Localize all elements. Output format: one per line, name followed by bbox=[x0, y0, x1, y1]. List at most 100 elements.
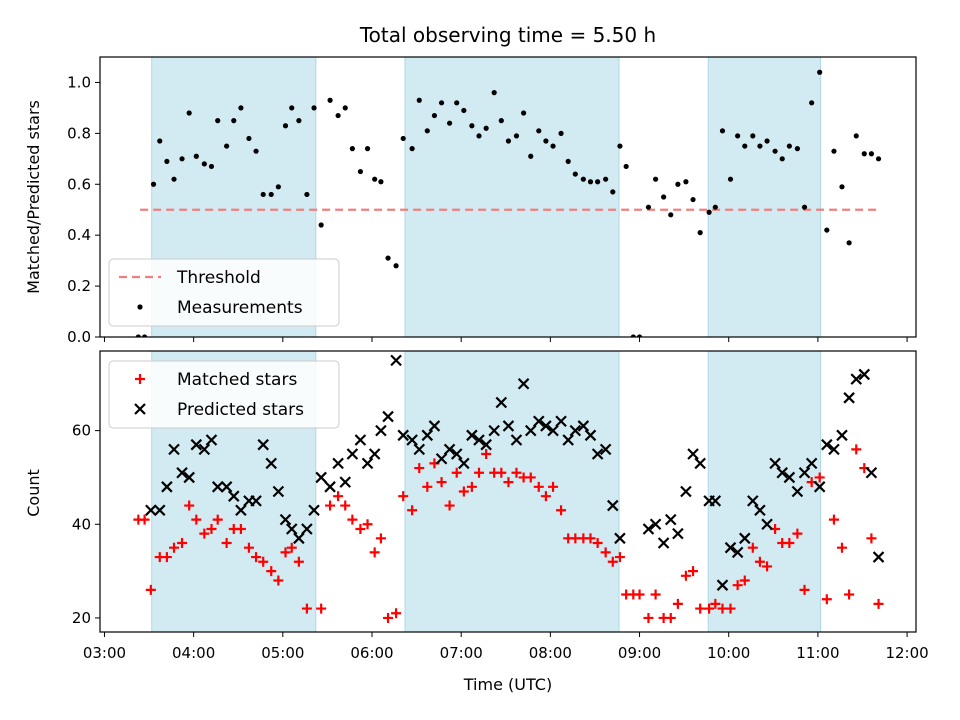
y-tick-label: 0.4 bbox=[67, 226, 91, 244]
y-tick-label: 0.2 bbox=[67, 277, 91, 295]
panel-ratio: 0.0 0.2 0.4 0.6 0.8 1.0 Threshold Measurements bbox=[67, 56, 917, 346]
observing-interval bbox=[404, 350, 620, 633]
measurement-point bbox=[424, 128, 430, 134]
matched-star-point bbox=[672, 598, 683, 609]
predicted-star-point bbox=[235, 504, 247, 517]
predicted-star-point bbox=[672, 527, 684, 540]
matched-star-point bbox=[704, 603, 715, 614]
matched-star-point bbox=[383, 612, 394, 623]
observing-interval bbox=[707, 350, 822, 633]
measurement-point bbox=[824, 227, 830, 233]
matched-star-point bbox=[266, 566, 277, 577]
predicted-star-point bbox=[584, 429, 597, 442]
matched-star-point bbox=[474, 467, 485, 478]
measurement-point bbox=[201, 161, 207, 167]
matched-star-point bbox=[503, 477, 514, 488]
panel-count: 20 40 60 03:00 04:00 05:00 06:00 07:00 08:00 09:0… bbox=[72, 350, 929, 662]
axes-frame bbox=[99, 350, 917, 633]
matched-star-point bbox=[301, 603, 312, 614]
measurement-point bbox=[438, 100, 445, 106]
predicted-star-point bbox=[413, 443, 426, 456]
measurement-point bbox=[491, 90, 497, 96]
measurement-point bbox=[735, 133, 741, 139]
matched-star-point bbox=[355, 523, 366, 534]
predicted-star-point bbox=[466, 429, 478, 442]
measurement-point bbox=[587, 179, 594, 185]
matched-star-point bbox=[600, 547, 611, 558]
predicted-star-point bbox=[390, 354, 402, 367]
matched-star-point bbox=[362, 519, 373, 530]
predicted-star-point bbox=[761, 518, 773, 531]
matched-star-point bbox=[221, 538, 232, 549]
predicted-star-point bbox=[293, 532, 305, 545]
predicted-star-point bbox=[694, 457, 706, 470]
legend-box bbox=[108, 258, 340, 327]
measurement-point bbox=[215, 118, 221, 124]
predicted-star-point bbox=[368, 448, 381, 460]
measurement-point bbox=[528, 153, 534, 159]
y-tick-label: 60 bbox=[72, 422, 91, 440]
measurement-point bbox=[431, 112, 438, 119]
predicted-star-point bbox=[161, 481, 173, 493]
matched-star-point bbox=[873, 598, 884, 609]
measurement-point bbox=[661, 194, 667, 200]
matched-star-point bbox=[481, 449, 492, 460]
measurement-point bbox=[150, 181, 157, 187]
measurement-point bbox=[208, 163, 215, 170]
matched-star-point bbox=[347, 514, 358, 525]
measurement-point bbox=[683, 179, 689, 185]
axes-frame bbox=[99, 56, 917, 338]
matched-star-point bbox=[422, 481, 433, 492]
matched-star-point bbox=[251, 552, 262, 563]
predicted-star-point bbox=[776, 466, 789, 479]
predicted-star-point bbox=[198, 443, 211, 456]
matched-star-point bbox=[688, 566, 699, 577]
matched-star-point bbox=[540, 491, 551, 502]
top-y-axis-label: Matched/Predicted stars bbox=[24, 100, 43, 294]
matched-star-point bbox=[592, 538, 603, 549]
x-tick-label: 11:00 bbox=[796, 644, 839, 662]
matched-star-point bbox=[161, 552, 172, 563]
matched-star-point bbox=[375, 533, 386, 544]
matched-star-point bbox=[496, 467, 507, 478]
measurement-point bbox=[868, 151, 875, 157]
measurement-point bbox=[498, 118, 504, 124]
predicted-star-point bbox=[805, 457, 818, 470]
predicted-star-point bbox=[435, 452, 448, 465]
matched-star-point bbox=[695, 603, 706, 614]
measurement-point bbox=[253, 148, 259, 154]
matched-star-point bbox=[866, 533, 877, 544]
measurement-point bbox=[393, 263, 399, 269]
measurement-point bbox=[839, 184, 845, 190]
predicted-star-point bbox=[562, 434, 574, 446]
measurement-point bbox=[630, 334, 636, 337]
x-tick-label: 04:00 bbox=[172, 644, 215, 662]
legend-measurements-label: Measurements bbox=[177, 298, 303, 318]
matched-star-point bbox=[607, 556, 618, 567]
measurement-point bbox=[706, 209, 712, 215]
predicted-star-point bbox=[339, 476, 352, 488]
matched-star-point bbox=[235, 523, 246, 534]
bottom-y-axis-label: Count bbox=[24, 469, 43, 517]
measurement-point bbox=[372, 176, 378, 182]
predicted-star-point bbox=[709, 495, 722, 507]
measurement-point bbox=[786, 143, 792, 149]
measurement-point bbox=[238, 105, 244, 111]
matched-star-point bbox=[836, 542, 847, 553]
predicted-star-point bbox=[473, 434, 485, 446]
measurement-point bbox=[521, 110, 527, 116]
measurement-point bbox=[364, 146, 371, 152]
predicted-star-point bbox=[375, 424, 387, 437]
measurement-point bbox=[543, 138, 549, 144]
measurement-point bbox=[409, 146, 415, 152]
measurement-point bbox=[179, 156, 185, 162]
predicted-star-point bbox=[828, 443, 840, 456]
measurement-point bbox=[801, 204, 808, 210]
measurement-point bbox=[690, 196, 696, 203]
predicted-star-point bbox=[250, 495, 262, 507]
matched-star-point bbox=[556, 505, 567, 516]
x-tick-label: 10:00 bbox=[707, 644, 750, 662]
matched-star-point bbox=[169, 542, 180, 553]
predicted-star-point bbox=[495, 396, 508, 409]
